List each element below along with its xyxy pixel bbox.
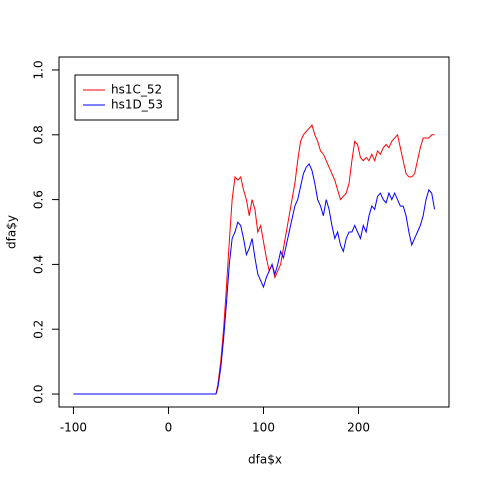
legend-label: hs1D_53 [111,98,163,112]
x-tick-label: 0 [165,421,173,435]
x-axis-label: dfa$x [248,453,282,467]
legend-label: hs1C_52 [111,83,162,97]
x-tick-label: 200 [347,421,370,435]
y-tick-label: 0.4 [32,255,46,274]
plot-box [58,56,450,408]
series-line [73,124,435,395]
y-tick-label: 0.6 [32,190,46,209]
y-tick-label: 0.8 [32,125,46,144]
x-tick-label: 100 [252,421,275,435]
y-axis-label: dfa$y [5,215,19,249]
y-tick-label: 1.0 [32,60,46,79]
x-tick-label: -100 [60,421,87,435]
legend-box [74,74,179,121]
y-tick-label: 0.0 [32,384,46,403]
series-line [73,163,436,395]
y-tick-label: 0.2 [32,320,46,339]
